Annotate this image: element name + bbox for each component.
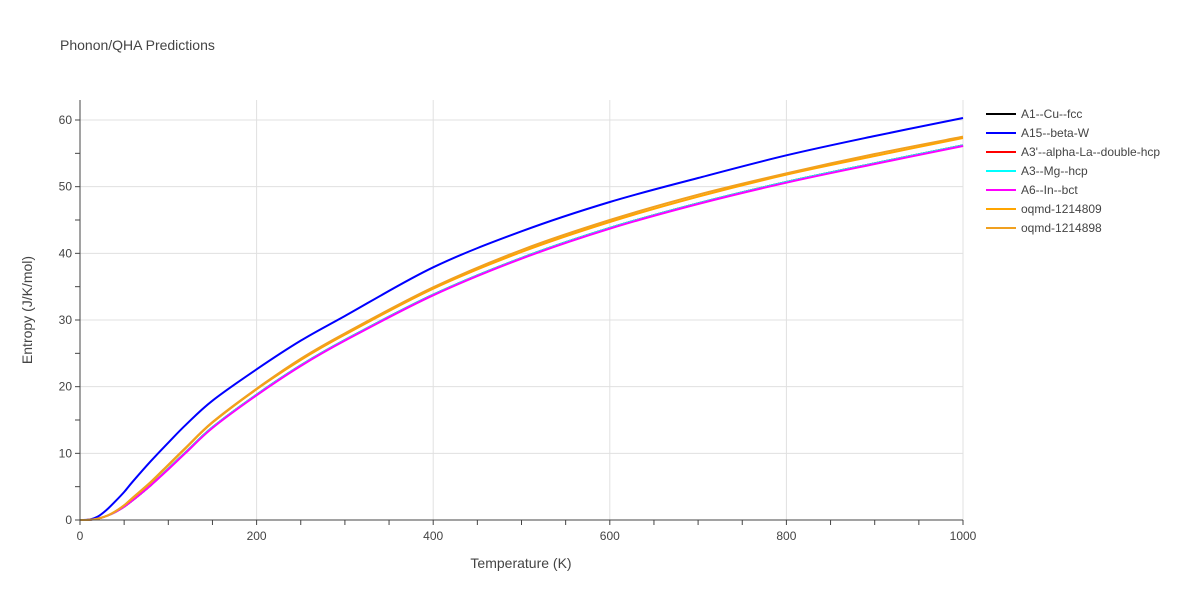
y-tick-label: 50 [59, 180, 73, 194]
legend[interactable]: A1--Cu--fcc A15--beta-W A3'--alpha-La--dou… [986, 107, 1160, 235]
legend-label: A1--Cu--fcc [1021, 107, 1082, 121]
series-line-5 [79, 137, 964, 522]
y-tick-label: 20 [59, 380, 73, 394]
series-line-2 [79, 144, 964, 522]
legend-label: oqmd-1214898 [1021, 221, 1102, 235]
y-tick-label: 10 [59, 446, 73, 460]
y-tick-label: 40 [59, 246, 73, 260]
legend-label: A3--Mg--hcp [1021, 164, 1088, 178]
y-tick-label: 60 [59, 113, 73, 127]
series-line-1 [79, 117, 964, 522]
legend-item[interactable]: oqmd-1214898 [986, 221, 1102, 235]
y-axis-title: Entropy (J/K/mol) [19, 256, 35, 364]
y-tick-label: 0 [65, 513, 72, 527]
series-line-6 [79, 135, 964, 522]
legend-item[interactable]: A6--In--bct [986, 183, 1078, 197]
series-line-4 [79, 145, 964, 522]
legend-item[interactable]: A3--Mg--hcp [986, 164, 1088, 178]
legend-item[interactable]: A15--beta-W [986, 126, 1090, 140]
legend-label: A15--beta-W [1021, 126, 1090, 140]
x-tick-label: 200 [247, 529, 267, 543]
x-tick-label: 1000 [950, 529, 977, 543]
series-line-3 [79, 144, 964, 522]
legend-label: A6--In--bct [1021, 183, 1078, 197]
y-tick-label: 30 [59, 313, 73, 327]
x-tick-label: 0 [77, 529, 84, 543]
legend-label: oqmd-1214809 [1021, 202, 1102, 216]
legend-item[interactable]: oqmd-1214809 [986, 202, 1102, 216]
x-tick-label: 800 [776, 529, 796, 543]
chart-title: Phonon/QHA Predictions [60, 37, 215, 53]
legend-item[interactable]: A1--Cu--fcc [986, 107, 1082, 121]
series-line-0 [79, 144, 964, 522]
series-lines [79, 117, 964, 522]
x-tick-label: 400 [423, 529, 443, 543]
x-axis-title: Temperature (K) [470, 555, 571, 571]
legend-label: A3'--alpha-La--double-hcp [1021, 145, 1160, 159]
legend-item[interactable]: A3'--alpha-La--double-hcp [986, 145, 1160, 159]
x-tick-label: 600 [600, 529, 620, 543]
grid [80, 100, 964, 520]
